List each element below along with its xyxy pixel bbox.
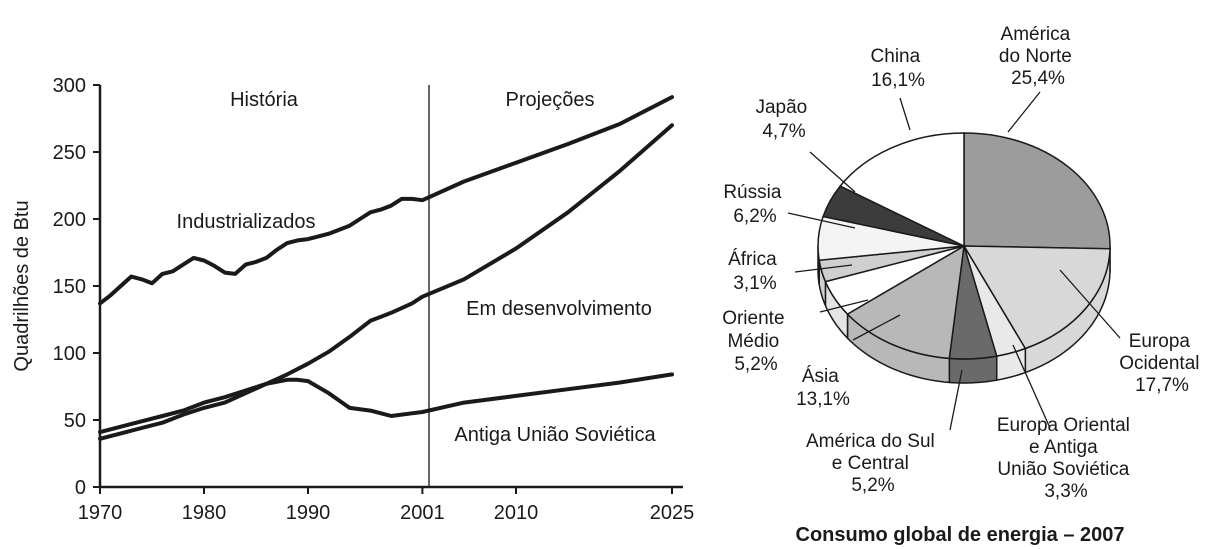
series-label-antiga-uniao-sovietica: Antiga União Soviética	[454, 424, 656, 446]
x-tick-label: 1990	[286, 502, 331, 524]
x-ticks: 1970 1980 1990 2001 2010 2025	[78, 487, 695, 524]
slice-value-japao: 4,7%	[762, 121, 805, 142]
period-label-projections: Projeções	[506, 89, 595, 111]
y-axis-label: Quadrilhões de Btu	[11, 200, 33, 371]
x-tick-label: 1980	[182, 502, 227, 524]
x-tick-label: 2025	[650, 502, 695, 524]
leader-line-america-do-norte	[1007, 91, 1041, 133]
slice-name-oriente-medio-2: Médio	[727, 331, 779, 352]
leader-line-america-do-sul-e-central	[949, 369, 963, 431]
slice-label-america-do-sul: América do Sul e Central 5,2%	[806, 431, 940, 496]
y-tick-label: 250	[53, 142, 86, 164]
y-tick-label: 0	[75, 477, 86, 499]
series-label-industrializados: Industrializados	[177, 211, 316, 233]
slice-name-japao: Japão	[755, 97, 807, 118]
pie-slice-america-do-norte	[963, 132, 1111, 250]
y-tick-label: 150	[53, 276, 86, 298]
slice-value-africa: 3,1%	[733, 273, 776, 294]
y-tick-label: 50	[64, 410, 86, 432]
slice-name-europa-oriental-2: e Antiga	[1029, 437, 1098, 458]
slice-name-america-do-sul-2: e Central	[832, 453, 909, 474]
slice-name-america-do-norte-1: América	[1001, 24, 1071, 45]
leader-line-asia	[852, 314, 901, 341]
leader-line-europa-oriental-e-antiga-uniao-sovietica	[1012, 344, 1051, 429]
slice-value-america-do-sul: 5,2%	[851, 475, 894, 496]
y-tick-label: 100	[53, 343, 86, 365]
slice-label-africa: África 3,1%	[728, 249, 782, 294]
pie-title: Consumo global de energia – 2007	[796, 524, 1125, 546]
series-line-antiga-uniao-sovietica	[98, 372, 674, 435]
slice-label-europa-oriental: Europa Oriental e Antiga União Soviética…	[997, 415, 1135, 502]
slice-name-europa-oriental-3: União Soviética	[997, 459, 1129, 480]
slice-value-europa-ocidental: 17,7%	[1135, 375, 1189, 396]
y-tick-label: 200	[53, 209, 86, 231]
pie-slices	[817, 132, 1111, 360]
slice-value-russia: 6,2%	[733, 206, 776, 227]
series-lines	[98, 95, 674, 441]
pie-slice-europa-ocidental	[962, 245, 1111, 350]
pie-side-america-do-sul-e-central	[948, 355, 998, 384]
slice-name-europa-oriental-1: Europa Oriental	[997, 415, 1130, 436]
pie-leader-lines	[787, 91, 1121, 431]
slice-name-europa-ocidental-1: Europa	[1129, 331, 1191, 352]
slice-name-russia: Rússia	[723, 182, 782, 203]
slice-label-america-do-norte: América do Norte 25,4%	[999, 24, 1077, 89]
leader-line-japao	[809, 151, 856, 193]
pie-slice-asia	[846, 244, 965, 360]
slice-value-america-do-norte: 25,4%	[1011, 68, 1065, 89]
leader-line-europa-ocidental	[1059, 269, 1121, 339]
y-tick-label: 300	[53, 75, 86, 97]
series-label-em-desenvolvimento: Em desenvolvimento	[466, 298, 652, 320]
slice-label-oriente-medio: Oriente Médio 5,2%	[722, 308, 790, 375]
slice-name-europa-ocidental-2: Ocidental	[1119, 353, 1199, 374]
slice-value-oriente-medio: 5,2%	[734, 354, 777, 375]
series-line-industrializados	[98, 95, 674, 306]
x-tick-label: 1970	[78, 502, 123, 524]
slice-value-china: 16,1%	[871, 70, 925, 91]
y-ticks: 0 50 100 150 200 250 300	[53, 75, 100, 499]
slice-name-america-do-sul-1: América do Sul	[806, 431, 935, 452]
leader-line-oriente-medio	[819, 299, 869, 313]
slice-value-europa-oriental: 3,3%	[1044, 481, 1087, 502]
slice-name-china: China	[871, 46, 921, 67]
slice-label-russia: Rússia 6,2%	[723, 182, 786, 227]
line-chart: Quadrilhões de Btu História Projeções 19…	[11, 75, 694, 524]
slice-name-africa: África	[728, 249, 777, 270]
slice-name-america-do-norte-2: do Norte	[999, 46, 1072, 67]
slice-value-asia: 13,1%	[796, 389, 850, 410]
slice-name-oriente-medio-1: Oriente	[722, 308, 784, 329]
slice-label-asia: Ásia 13,1%	[796, 366, 850, 410]
slice-label-japao: Japão 4,7%	[755, 97, 812, 142]
slice-name-asia: Ásia	[802, 366, 839, 387]
x-tick-label: 2010	[494, 502, 539, 524]
pie-slice-china	[839, 132, 965, 248]
leader-line-russia	[787, 212, 856, 229]
period-label-history: História	[230, 89, 299, 111]
series-line-em-desenvolvimento	[98, 123, 674, 441]
x-tick-label: 2001	[400, 502, 445, 524]
slice-label-europa-ocidental: Europa Ocidental 17,7%	[1119, 331, 1205, 396]
slice-label-china: China 16,1%	[871, 46, 926, 91]
leader-line-africa	[794, 264, 853, 273]
leader-line-china	[899, 97, 911, 131]
pie-chart: América do Norte 25,4% Europa Ocidental …	[722, 24, 1205, 546]
